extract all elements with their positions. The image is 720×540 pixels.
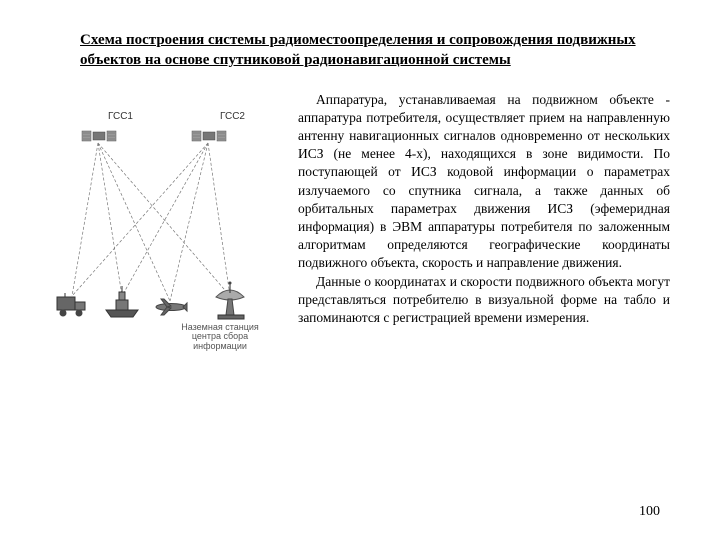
ground-station-label: Наземная станцияцентра сбора информации <box>165 323 275 353</box>
ship-icon <box>102 286 142 325</box>
dish-antenna-icon <box>208 279 254 326</box>
ground-station-label-text: Наземная станцияцентра сбора информации <box>181 322 259 352</box>
satellite-1-icon <box>80 123 118 149</box>
satellite-2-label: ГСС2 <box>220 111 245 122</box>
page-title: Схема построения системы радиоместоопред… <box>50 30 670 71</box>
satellite-2-icon <box>190 123 228 149</box>
paragraph-2: Данные о координатах и скорости подвижно… <box>298 273 670 328</box>
aircraft-icon <box>153 296 189 323</box>
system-diagram: ГСС1 ГСС2 <box>50 101 280 371</box>
body-text: Аппаратура, устанавливаемая на подвижном… <box>298 91 670 328</box>
paragraph-1: Аппаратура, устанавливаемая на подвижном… <box>298 91 670 273</box>
content-container: ГСС1 ГСС2 <box>50 91 670 371</box>
satellite-1-label: ГСС1 <box>108 111 133 122</box>
page-number: 100 <box>639 504 660 520</box>
truck-icon <box>55 293 89 324</box>
